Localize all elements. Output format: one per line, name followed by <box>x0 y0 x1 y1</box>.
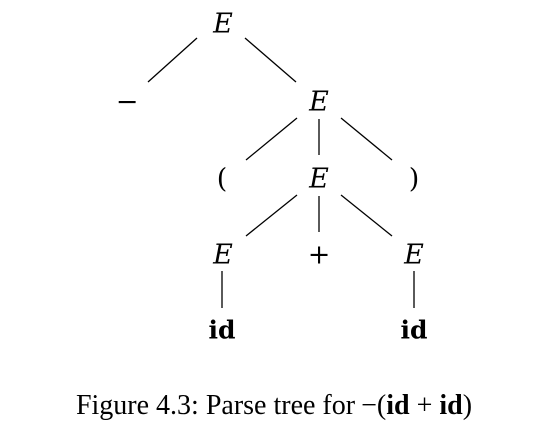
figure-caption: Figure 4.3: Parse tree for −(id + id) <box>0 390 548 422</box>
caption-id-1: id <box>386 390 410 421</box>
caption-minus: − <box>361 390 377 421</box>
node-n8-terminal: + <box>308 240 331 271</box>
node-n5-E: E <box>308 164 329 195</box>
node-n9-E: E <box>403 240 424 271</box>
node-n6-terminal: ) <box>409 164 420 195</box>
tree-edges <box>147 37 415 308</box>
edge-n5-n9 <box>340 194 393 237</box>
edge-n3-n4 <box>245 117 298 161</box>
node-n3-E: E <box>308 87 329 118</box>
tree-nodes: E − E ( E) E + Eid id <box>116 9 428 345</box>
node-n1-E: E <box>212 9 233 40</box>
node-n11-terminal: id <box>401 316 428 345</box>
edge-n1-n2 <box>147 37 198 83</box>
node-n10-terminal: id <box>209 316 236 345</box>
caption-plus: + <box>409 390 440 421</box>
caption-prefix: Figure 4.3: Parse tree for <box>75 390 356 421</box>
edge-n5-n7 <box>245 194 298 237</box>
caption-close-paren: ) <box>462 390 473 421</box>
caption-open-paren: ( <box>376 390 387 421</box>
node-n7-E: E <box>212 240 233 271</box>
edge-n3-n6 <box>340 117 393 161</box>
caption-id-2: id <box>439 390 463 421</box>
node-n4-terminal: ( <box>217 164 228 195</box>
node-n2-terminal: − <box>116 87 139 118</box>
edge-n1-n3 <box>244 37 297 83</box>
